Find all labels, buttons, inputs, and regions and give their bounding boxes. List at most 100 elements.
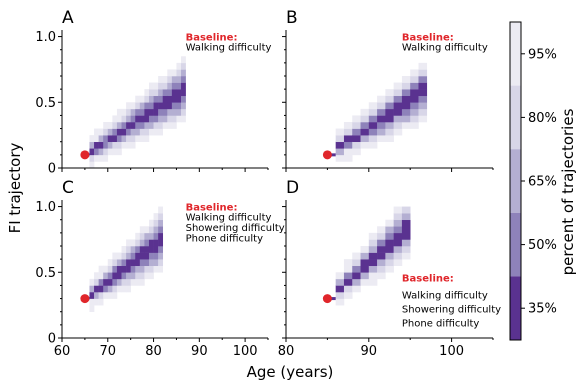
heatmap-cell — [94, 135, 99, 143]
heatmap-cell — [343, 148, 353, 156]
heatmap-cell — [148, 128, 154, 136]
heatmap-cell — [158, 76, 164, 83]
heatmap-cell — [126, 278, 131, 286]
heatmap-cell — [139, 128, 145, 136]
heatmap-cell — [158, 122, 164, 129]
heatmap-cell — [135, 252, 141, 260]
heatmap-cell — [385, 108, 394, 116]
heatmap-cell — [181, 95, 186, 103]
heatmap-cell — [418, 89, 428, 97]
heatmap-cell — [158, 82, 164, 90]
heatmap-cell — [176, 89, 182, 97]
colorbar-segment — [510, 276, 521, 340]
colorbar-segment — [510, 212, 521, 277]
heatmap-cell — [162, 122, 168, 129]
heatmap-cell — [368, 265, 378, 273]
start-point-marker — [322, 294, 332, 304]
heatmap-cell — [126, 115, 131, 123]
heatmap-cell — [360, 272, 370, 280]
heatmap-cell — [98, 265, 104, 273]
heatmap-cell — [335, 148, 345, 156]
heatmap-cell — [116, 128, 122, 136]
heatmap-cell — [385, 219, 394, 227]
heatmap-cell — [98, 148, 104, 156]
heatmap-cell — [171, 95, 177, 103]
heatmap-cell — [144, 272, 150, 280]
heatmap-cell — [393, 89, 403, 97]
heatmap-cell — [135, 232, 141, 240]
heatmap-cell — [385, 239, 394, 247]
heatmap-cell — [335, 135, 345, 143]
heatmap-cell — [176, 69, 182, 77]
heatmap-cell — [121, 141, 127, 149]
panel-B: B Baseline:Walking difficulty — [282, 8, 494, 172]
heatmap-cell — [418, 108, 428, 116]
heatmap-cell — [121, 259, 127, 267]
heatmap-cell — [153, 115, 159, 123]
heatmap-cell — [144, 232, 150, 240]
heatmap-cell — [167, 76, 173, 83]
heatmap-cell — [148, 259, 154, 267]
heatmap-cell — [368, 128, 378, 136]
heatmap-cell — [410, 82, 419, 90]
heatmap-cell — [98, 128, 104, 136]
heatmap-cell — [103, 278, 109, 286]
heatmap-cell — [377, 259, 386, 267]
heatmap-cell — [401, 206, 411, 214]
heatmap-cell — [393, 115, 403, 123]
heatmap-cell — [343, 259, 353, 267]
heatmap-cell — [130, 102, 136, 110]
heatmap-cell — [377, 128, 386, 136]
heatmap-cell — [116, 272, 122, 280]
heatmap-cell — [139, 278, 145, 286]
heatmap-cell — [360, 135, 370, 143]
heatmap-cell — [130, 141, 136, 149]
heatmap-cell — [112, 122, 118, 129]
heatmap-cell — [162, 108, 168, 116]
heatmap-cell — [139, 272, 145, 280]
heatmap-cell — [385, 259, 394, 267]
heatmap-cell — [176, 102, 182, 110]
baseline-line: Walking difficulty — [402, 290, 488, 301]
heatmap-cell — [385, 232, 394, 240]
x-axis-label: Age (years) — [247, 363, 334, 381]
heatmap-cells — [335, 62, 428, 162]
heatmap-cell — [139, 246, 145, 253]
heatmap-cell — [158, 115, 164, 123]
heatmap-cell — [352, 135, 361, 143]
heatmap-cell — [401, 246, 411, 253]
heatmap-cell — [94, 154, 99, 162]
heatmap-cell — [116, 115, 122, 123]
y-tick-label: 0 — [48, 162, 56, 177]
heatmap-cell — [176, 115, 182, 123]
heatmap-cell — [335, 272, 345, 280]
heatmap-cell — [112, 272, 118, 280]
colorbar-segment — [510, 149, 521, 213]
heatmap-cell — [144, 226, 150, 234]
heatmap-cell — [158, 128, 164, 136]
heatmap-cell — [98, 141, 104, 149]
colorbar-tick-label: 50% — [528, 238, 557, 253]
heatmap-cell — [335, 141, 345, 149]
heatmap-cell — [148, 102, 154, 110]
heatmap-cell — [130, 272, 136, 280]
heatmap-cell — [171, 76, 177, 83]
heatmap-cell — [103, 285, 109, 293]
panel-letter: D — [286, 178, 299, 198]
heatmap-cell — [167, 69, 173, 77]
heatmap-cell — [158, 206, 164, 214]
heatmap-cell — [352, 148, 361, 156]
heatmap-cell — [377, 108, 386, 116]
panel-A: 0 0.5 1.0 A Baseline:Walking difficulty — [35, 8, 271, 177]
heatmap-cells — [89, 56, 186, 169]
heatmap-cell — [121, 272, 127, 280]
heatmap-cell — [360, 259, 370, 267]
heatmap-cell — [158, 252, 164, 260]
heatmap-cell — [98, 272, 104, 280]
heatmap-cell — [144, 128, 150, 136]
heatmap-cell — [112, 128, 118, 136]
heatmap-cell — [89, 161, 95, 169]
heatmap-cell — [130, 252, 136, 260]
heatmap-cell — [148, 246, 154, 253]
